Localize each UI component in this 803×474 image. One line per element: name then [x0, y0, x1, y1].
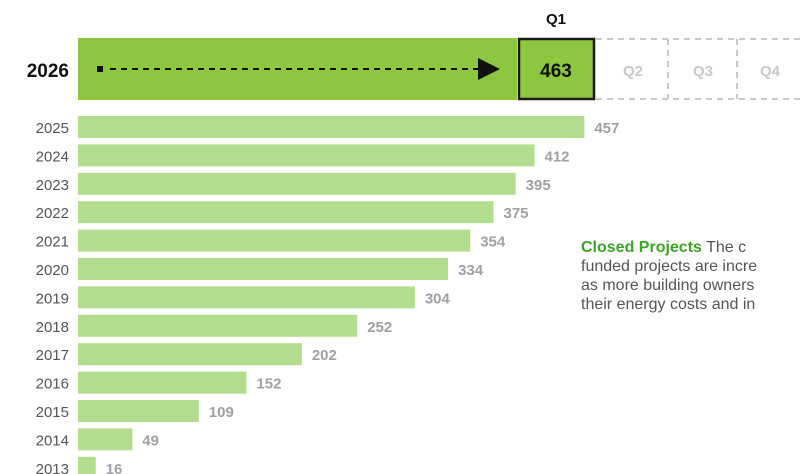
- value-label: 16: [106, 461, 123, 474]
- year-label: 2015: [36, 404, 69, 421]
- note-line-2: funded projects are incre: [581, 258, 758, 275]
- upcoming-quarters: Q2 Q3 Q4: [596, 38, 803, 100]
- year-label: 2025: [36, 120, 69, 137]
- bar-2022: [78, 201, 494, 224]
- value-label: 457: [594, 120, 619, 137]
- current-year-label: 2026: [27, 61, 69, 82]
- value-label: 152: [256, 376, 281, 393]
- value-label: 49: [142, 432, 159, 449]
- bar-2017: [78, 343, 302, 366]
- arrow-head-icon: [478, 58, 500, 80]
- bar-2016: [78, 371, 247, 394]
- quarter-label-q4: Q4: [760, 63, 781, 80]
- quarter-label-q2: Q2: [623, 63, 643, 80]
- current-year-value: 463: [540, 61, 572, 82]
- note-title: Closed Projects: [581, 239, 702, 256]
- year-label: 2023: [36, 177, 69, 194]
- note-line-4: their energy costs and in: [581, 296, 756, 313]
- q1-value-box: [517, 37, 596, 101]
- bar-2015: [78, 400, 199, 422]
- bars-group: 2025 457 2024 412 2023 395 2022 375 2021 354 2020 3…: [36, 116, 619, 474]
- bar-2020: [78, 258, 449, 280]
- value-label: 304: [425, 290, 451, 307]
- year-label: 2016: [36, 376, 69, 393]
- value-label: 202: [312, 347, 337, 364]
- year-label: 2013: [36, 461, 69, 474]
- year-label: 2018: [36, 319, 69, 336]
- bar-2019: [78, 286, 415, 309]
- bar-2025: [78, 116, 585, 138]
- bar-2024: [78, 144, 535, 167]
- value-label: 354: [480, 234, 506, 251]
- note-line-1: Closed Projects The c: [581, 238, 803, 257]
- bar-2014: [78, 428, 133, 451]
- year-label: 2022: [36, 205, 69, 222]
- bar-2021: [78, 229, 471, 252]
- bar-2013: [78, 456, 96, 474]
- quarter-label-q3: Q3: [693, 63, 713, 80]
- arrow-start-marker: [97, 66, 103, 72]
- q1-label: Q1: [546, 11, 566, 28]
- value-label: 109: [209, 404, 234, 421]
- value-label: 375: [504, 205, 529, 222]
- year-label: 2017: [36, 347, 69, 364]
- value-label: 334: [458, 262, 484, 279]
- year-label: 2020: [36, 262, 69, 279]
- year-label: 2019: [36, 290, 69, 307]
- bar-2023: [78, 172, 516, 195]
- value-label: 395: [526, 177, 551, 194]
- year-label: 2014: [36, 432, 69, 449]
- bar-2018: [78, 314, 358, 337]
- value-label: 412: [544, 148, 569, 165]
- year-label: 2024: [36, 148, 69, 165]
- note-text-1: The c: [706, 239, 747, 256]
- closed-projects-note: Closed Projects The c funded projects ar…: [581, 238, 803, 314]
- value-label: 252: [367, 319, 392, 336]
- current-year-group: 2026 463 Q1 Q2 Q3 Q4: [27, 11, 803, 101]
- note-line-3: as more building owners: [581, 277, 755, 294]
- year-label: 2021: [36, 234, 69, 251]
